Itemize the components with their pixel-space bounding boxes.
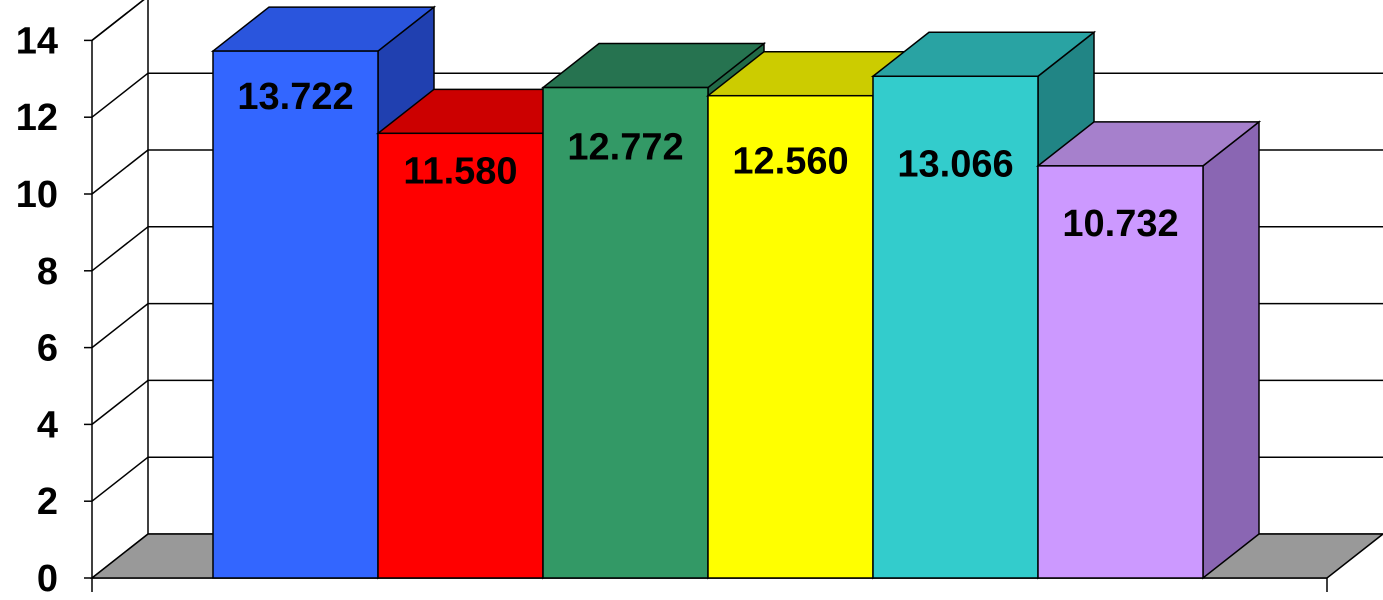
data-label: 11.580	[403, 150, 517, 192]
y-tick-label: 10	[16, 174, 58, 216]
bar	[1037, 165, 1204, 579]
gridline-side	[91, 456, 149, 502]
bars	[210, 5, 1262, 580]
data-label: 13.066	[897, 143, 1013, 185]
y-axis-tick-labels: 0 2 4 6 8 10 12 14	[16, 20, 58, 600]
y-tick-label: 14	[16, 20, 58, 62]
y-tick-label: 8	[37, 251, 58, 293]
gridline-side	[91, 226, 149, 272]
data-label: 13.722	[237, 76, 353, 118]
data-label: 10.732	[1062, 203, 1178, 245]
bar	[377, 132, 544, 579]
y-tick-label: 4	[37, 404, 58, 446]
data-labels: 13.722 11.580 12.772 12.560 13.066 10.732	[237, 76, 1178, 245]
gridline-side	[91, 303, 149, 349]
y-tick-label: 0	[37, 558, 58, 600]
data-label: 12.560	[732, 141, 848, 183]
chart-walls	[91, 0, 149, 578]
gridline-side	[91, 72, 149, 118]
gridline-side	[91, 379, 149, 425]
bar	[212, 50, 379, 579]
gridline-side	[91, 0, 145, 41]
data-label: 12.772	[567, 127, 683, 169]
y-tick-label: 6	[37, 328, 58, 370]
gridline-side	[91, 149, 149, 195]
y-tick-label: 2	[37, 481, 58, 523]
y-tick-label: 12	[16, 97, 58, 139]
bar	[542, 86, 709, 579]
bar-side	[1202, 120, 1260, 580]
bar	[707, 94, 874, 579]
